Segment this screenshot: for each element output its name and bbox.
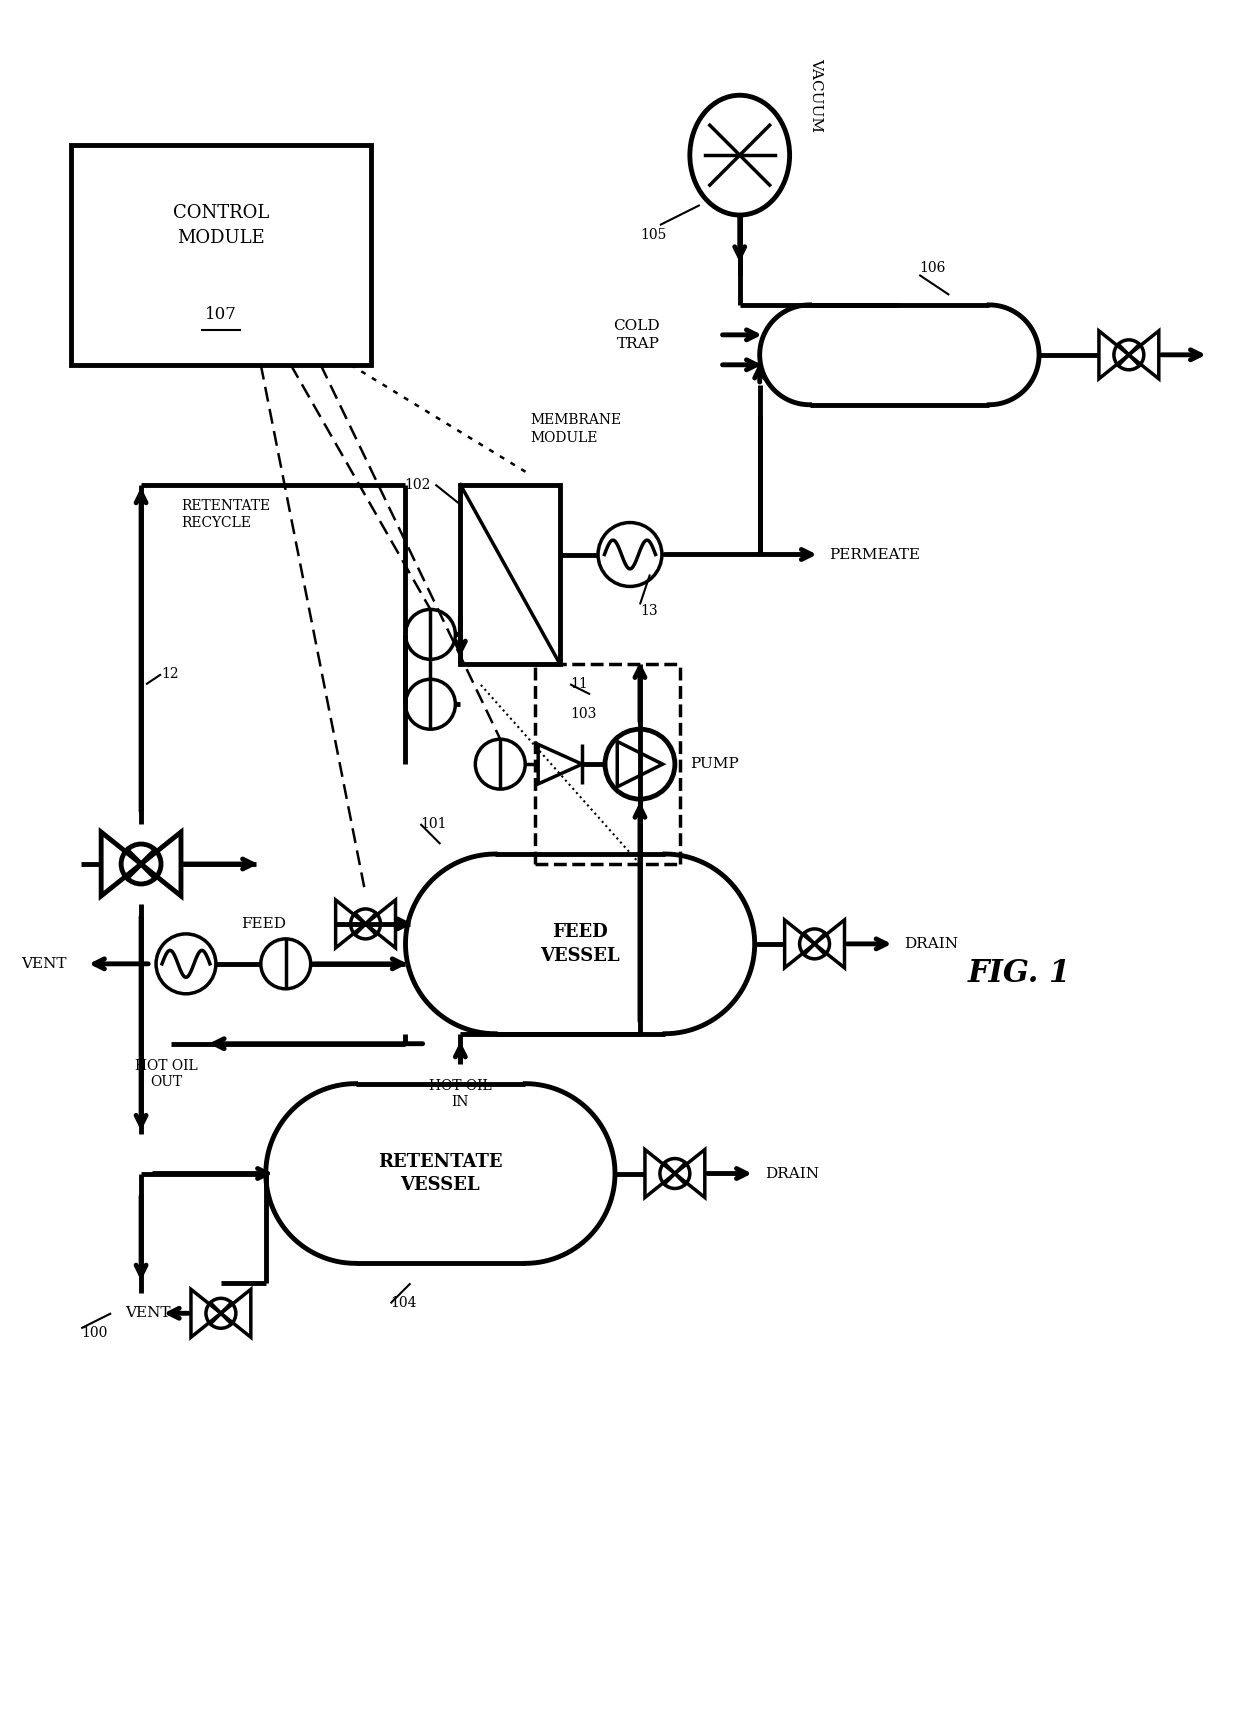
Text: 106: 106 <box>919 260 946 276</box>
Text: VACUUM: VACUUM <box>810 59 823 132</box>
Text: 105: 105 <box>640 227 666 243</box>
Text: COLD
TRAP: COLD TRAP <box>614 319 660 350</box>
Text: DRAIN: DRAIN <box>765 1167 818 1181</box>
Text: PUMP: PUMP <box>689 758 739 772</box>
Text: 103: 103 <box>570 707 596 721</box>
Text: FIG. 1: FIG. 1 <box>967 959 1070 990</box>
Text: 13: 13 <box>640 605 657 619</box>
Text: 101: 101 <box>420 817 446 831</box>
Text: RETENTATE
RECYCLE: RETENTATE RECYCLE <box>181 499 270 529</box>
Text: CONTROL
MODULE: CONTROL MODULE <box>172 203 269 246</box>
Text: 100: 100 <box>81 1327 108 1340</box>
Text: 11: 11 <box>570 678 588 692</box>
Text: VENT: VENT <box>21 957 66 971</box>
Text: 107: 107 <box>205 307 237 323</box>
Text: 12: 12 <box>161 668 179 681</box>
Text: 104: 104 <box>391 1297 417 1311</box>
Text: FEED
VESSEL: FEED VESSEL <box>541 922 620 964</box>
Bar <box>460 484 560 664</box>
Text: HOT OIL
OUT: HOT OIL OUT <box>135 1058 197 1089</box>
Text: MEMBRANE
MODULE: MEMBRANE MODULE <box>531 413 621 444</box>
Text: PERMEATE: PERMEATE <box>830 548 920 562</box>
Text: FEED: FEED <box>241 917 285 931</box>
Text: HOT OIL
IN: HOT OIL IN <box>429 1079 492 1108</box>
Text: DRAIN: DRAIN <box>904 936 959 950</box>
Text: 102: 102 <box>404 477 430 492</box>
Text: RETENTATE
VESSEL: RETENTATE VESSEL <box>378 1153 502 1195</box>
Text: VENT: VENT <box>125 1306 171 1320</box>
Bar <box>71 146 371 364</box>
